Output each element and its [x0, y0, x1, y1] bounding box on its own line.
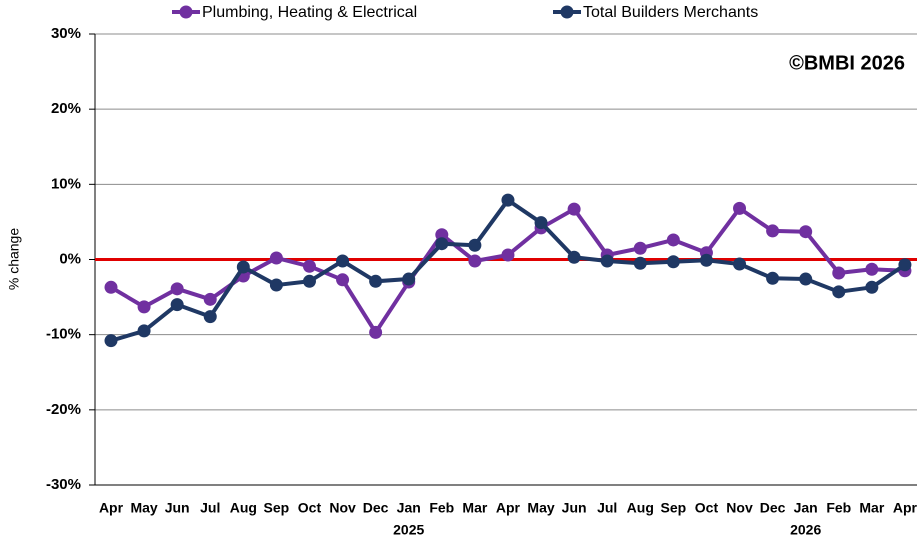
y-tick-label: 10%: [51, 175, 81, 192]
x-tick-label: Jul: [597, 500, 617, 516]
data-point: [633, 241, 647, 255]
x-tick-label: Sep: [264, 500, 290, 516]
x-tick-label: Oct: [695, 500, 719, 516]
data-point: [501, 248, 515, 262]
data-point: [203, 310, 217, 324]
data-point: [269, 251, 283, 265]
y-tick-label: 0%: [59, 250, 81, 267]
x-tick-label: May: [527, 500, 554, 516]
x-tick-label: Apr: [893, 500, 917, 516]
data-point: [203, 292, 217, 306]
legend-marker: [179, 5, 193, 19]
data-point: [302, 274, 316, 288]
data-point: [468, 254, 482, 268]
data-point: [666, 233, 680, 247]
y-tick-label: 30%: [51, 25, 81, 42]
data-point: [336, 273, 350, 287]
annotation: ©BMBI 2026: [789, 52, 905, 74]
data-point: [104, 280, 118, 294]
x-tick-label: Feb: [826, 500, 851, 516]
x-tick-label: Aug: [627, 500, 654, 516]
x-group-label: 2025: [393, 522, 424, 538]
x-tick-label: Jun: [165, 500, 190, 516]
x-tick-label: Feb: [429, 500, 454, 516]
x-tick-label: Jun: [562, 500, 587, 516]
data-point: [799, 225, 813, 239]
y-tick-label: -20%: [46, 401, 81, 418]
x-tick-label: Jan: [794, 500, 818, 516]
data-point: [369, 274, 383, 288]
x-tick-label: Sep: [661, 500, 687, 516]
data-point: [600, 254, 614, 268]
data-point: [567, 250, 581, 264]
legend-label: Plumbing, Heating & Electrical: [202, 4, 417, 21]
data-point: [369, 325, 383, 339]
data-point: [336, 254, 350, 268]
data-point: [269, 278, 283, 292]
x-tick-label: Dec: [363, 500, 389, 516]
series-line: [110, 198, 907, 343]
data-point: [766, 271, 780, 285]
data-point: [468, 238, 482, 252]
x-tick-label: Apr: [496, 500, 521, 516]
data-point: [832, 266, 846, 280]
data-point: [733, 257, 747, 271]
data-point: [501, 193, 515, 207]
x-group-label: 2026: [790, 522, 821, 538]
data-point: [567, 202, 581, 216]
data-point: [170, 282, 184, 296]
data-point: [898, 258, 912, 272]
data-point: [865, 280, 879, 294]
data-point: [832, 285, 846, 299]
data-point: [435, 237, 449, 251]
data-point: [104, 334, 118, 348]
x-tick-label: Nov: [726, 500, 753, 516]
data-point: [799, 272, 813, 286]
y-tick-label: -30%: [46, 476, 81, 493]
x-tick-label: May: [130, 500, 157, 516]
data-point: [435, 228, 449, 242]
data-point: [766, 224, 780, 238]
x-tick-label: Apr: [99, 500, 124, 516]
data-point: [865, 262, 879, 276]
y-tick-label: -10%: [46, 326, 81, 343]
data-point: [733, 201, 747, 215]
data-point: [236, 260, 250, 274]
legend-marker: [560, 5, 574, 19]
x-tick-label: Mar: [462, 500, 487, 516]
data-point: [137, 324, 151, 338]
y-axis-label: % change: [6, 228, 22, 290]
data-point: [302, 259, 316, 273]
x-tick-label: Oct: [298, 500, 322, 516]
data-point: [699, 253, 713, 267]
data-point: [137, 300, 151, 314]
y-tick-label: 20%: [51, 100, 81, 117]
data-point: [534, 216, 548, 230]
x-tick-label: Dec: [760, 500, 786, 516]
x-tick-label: Nov: [329, 500, 356, 516]
x-tick-label: Mar: [859, 500, 884, 516]
x-tick-label: Jul: [200, 500, 220, 516]
data-point: [633, 256, 647, 270]
x-tick-label: Jan: [397, 500, 421, 516]
series-line: [109, 206, 906, 335]
legend-label: Total Builders Merchants: [583, 4, 758, 21]
data-point: [666, 255, 680, 269]
data-point: [170, 298, 184, 312]
x-tick-label: Aug: [230, 500, 257, 516]
data-point: [402, 272, 416, 286]
